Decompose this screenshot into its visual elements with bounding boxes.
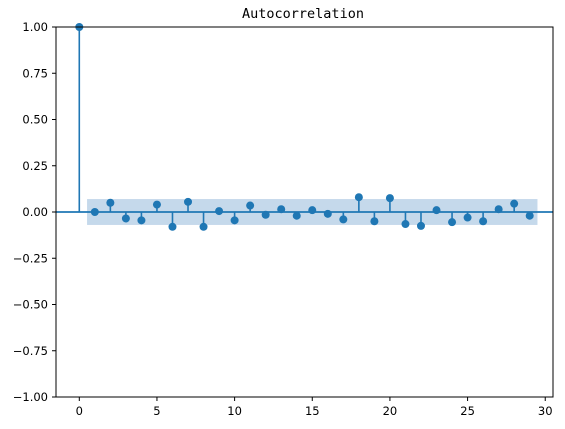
stem-marker-lag-25: [463, 213, 472, 222]
stem-marker-lag-10: [230, 216, 239, 225]
x-tick-label: 5: [153, 404, 160, 418]
stem-marker-lag-6: [168, 222, 177, 231]
stem-marker-lag-24: [448, 218, 457, 227]
stem-marker-lag-5: [152, 200, 161, 209]
y-tick-label: 0.00: [22, 205, 48, 219]
stem-marker-lag-18: [354, 193, 363, 202]
stem-marker-lag-28: [510, 199, 519, 208]
y-tick-label: 1.00: [22, 20, 48, 34]
x-tick-label: 25: [460, 404, 475, 418]
stem-marker-lag-2: [106, 198, 115, 207]
stem-marker-lag-9: [215, 207, 224, 216]
stem-marker-lag-7: [184, 197, 193, 206]
stem-marker-lag-27: [494, 205, 503, 214]
y-tick-label: 0.25: [22, 159, 48, 173]
stem-marker-lag-22: [416, 221, 425, 230]
y-tick-label: −1.00: [13, 390, 48, 404]
x-tick-label: 0: [76, 404, 83, 418]
stem-marker-lag-13: [277, 205, 286, 214]
x-tick-label: 15: [305, 404, 320, 418]
y-tick-label: −0.25: [13, 251, 48, 265]
stem-marker-lag-14: [292, 211, 301, 220]
stem-marker-lag-29: [525, 211, 534, 220]
stem-marker-lag-21: [401, 220, 410, 229]
chart-title: Autocorrelation: [242, 6, 364, 22]
stem-marker-lag-12: [261, 210, 270, 219]
stem-marker-lag-19: [370, 217, 379, 226]
y-tick-label: −0.50: [13, 298, 48, 312]
stem-marker-lag-4: [137, 216, 146, 225]
stem-marker-lag-3: [121, 214, 130, 223]
y-tick-label: 0.75: [22, 66, 48, 80]
stem-marker-lag-23: [432, 206, 441, 215]
stem-marker-lag-16: [323, 209, 332, 218]
stem-marker-lag-1: [90, 208, 99, 216]
x-tick-label: 30: [538, 404, 553, 418]
y-tick-label: 0.50: [22, 113, 48, 127]
stem-marker-lag-26: [479, 217, 488, 226]
stem-marker-lag-8: [199, 222, 208, 231]
x-tick-label: 20: [383, 404, 398, 418]
x-tick-label: 10: [227, 404, 242, 418]
stem-marker-lag-20: [385, 194, 394, 203]
stem-marker-lag-17: [339, 215, 348, 224]
stem-marker-lag-11: [246, 201, 255, 210]
stem-marker-lag-15: [308, 206, 317, 215]
y-tick-label: −0.75: [13, 344, 48, 358]
